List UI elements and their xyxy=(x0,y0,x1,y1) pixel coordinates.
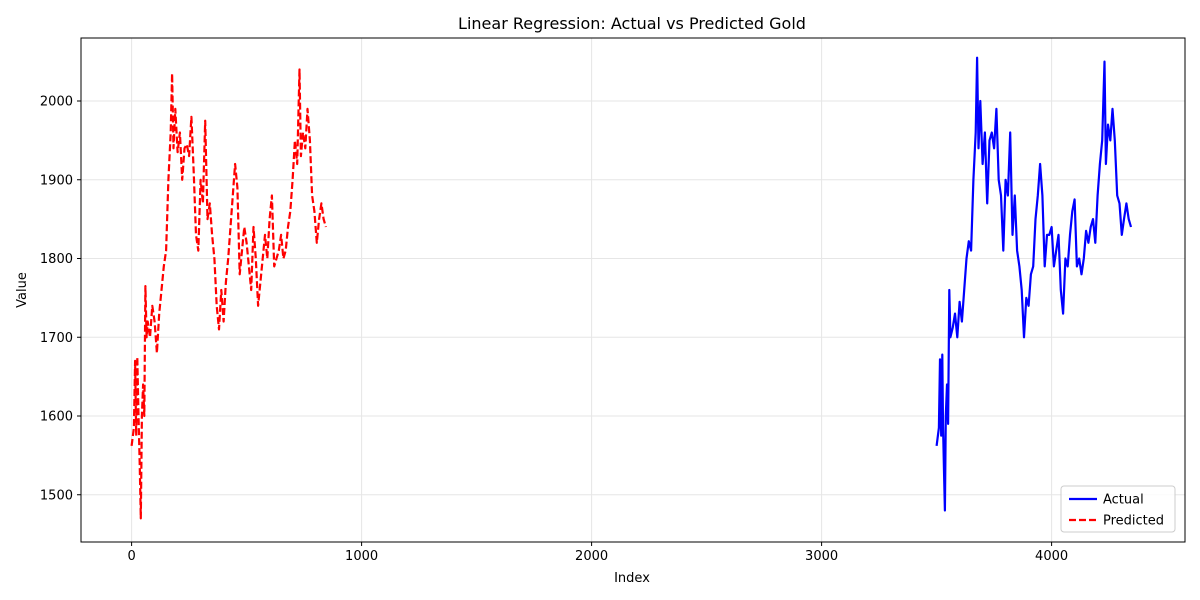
y-tick-label: 1900 xyxy=(40,173,73,188)
series-line-actual xyxy=(935,56,1133,512)
y-tick-label: 1700 xyxy=(40,331,73,346)
grid-lines xyxy=(81,38,1185,542)
y-tick-label: 1500 xyxy=(40,488,73,503)
x-tick-label: 2000 xyxy=(575,549,608,564)
y-axis: 1500 1600 1700 1800 1900 2000 xyxy=(40,95,81,503)
x-axis-label: Index xyxy=(614,571,650,586)
x-tick-label: 3000 xyxy=(805,549,838,564)
legend-label-predicted: Predicted xyxy=(1103,514,1164,529)
y-tick-label: 1600 xyxy=(40,410,73,425)
x-tick-label: 4000 xyxy=(1035,549,1068,564)
series-line-predicted xyxy=(130,68,327,520)
y-tick-label: 1800 xyxy=(40,252,73,267)
x-axis: 0 1000 2000 3000 4000 xyxy=(127,542,1068,564)
chart-title: Linear Regression: Actual vs Predicted G… xyxy=(458,14,806,33)
y-axis-label: Value xyxy=(15,272,30,308)
x-tick-label: 1000 xyxy=(345,549,378,564)
legend: Actual Predicted xyxy=(1060,485,1176,533)
plot-frame xyxy=(80,37,1186,543)
legend-label-actual: Actual xyxy=(1103,493,1144,508)
y-tick-label: 2000 xyxy=(40,95,73,110)
series-layer xyxy=(130,56,1133,520)
x-tick-label: 0 xyxy=(127,549,135,564)
